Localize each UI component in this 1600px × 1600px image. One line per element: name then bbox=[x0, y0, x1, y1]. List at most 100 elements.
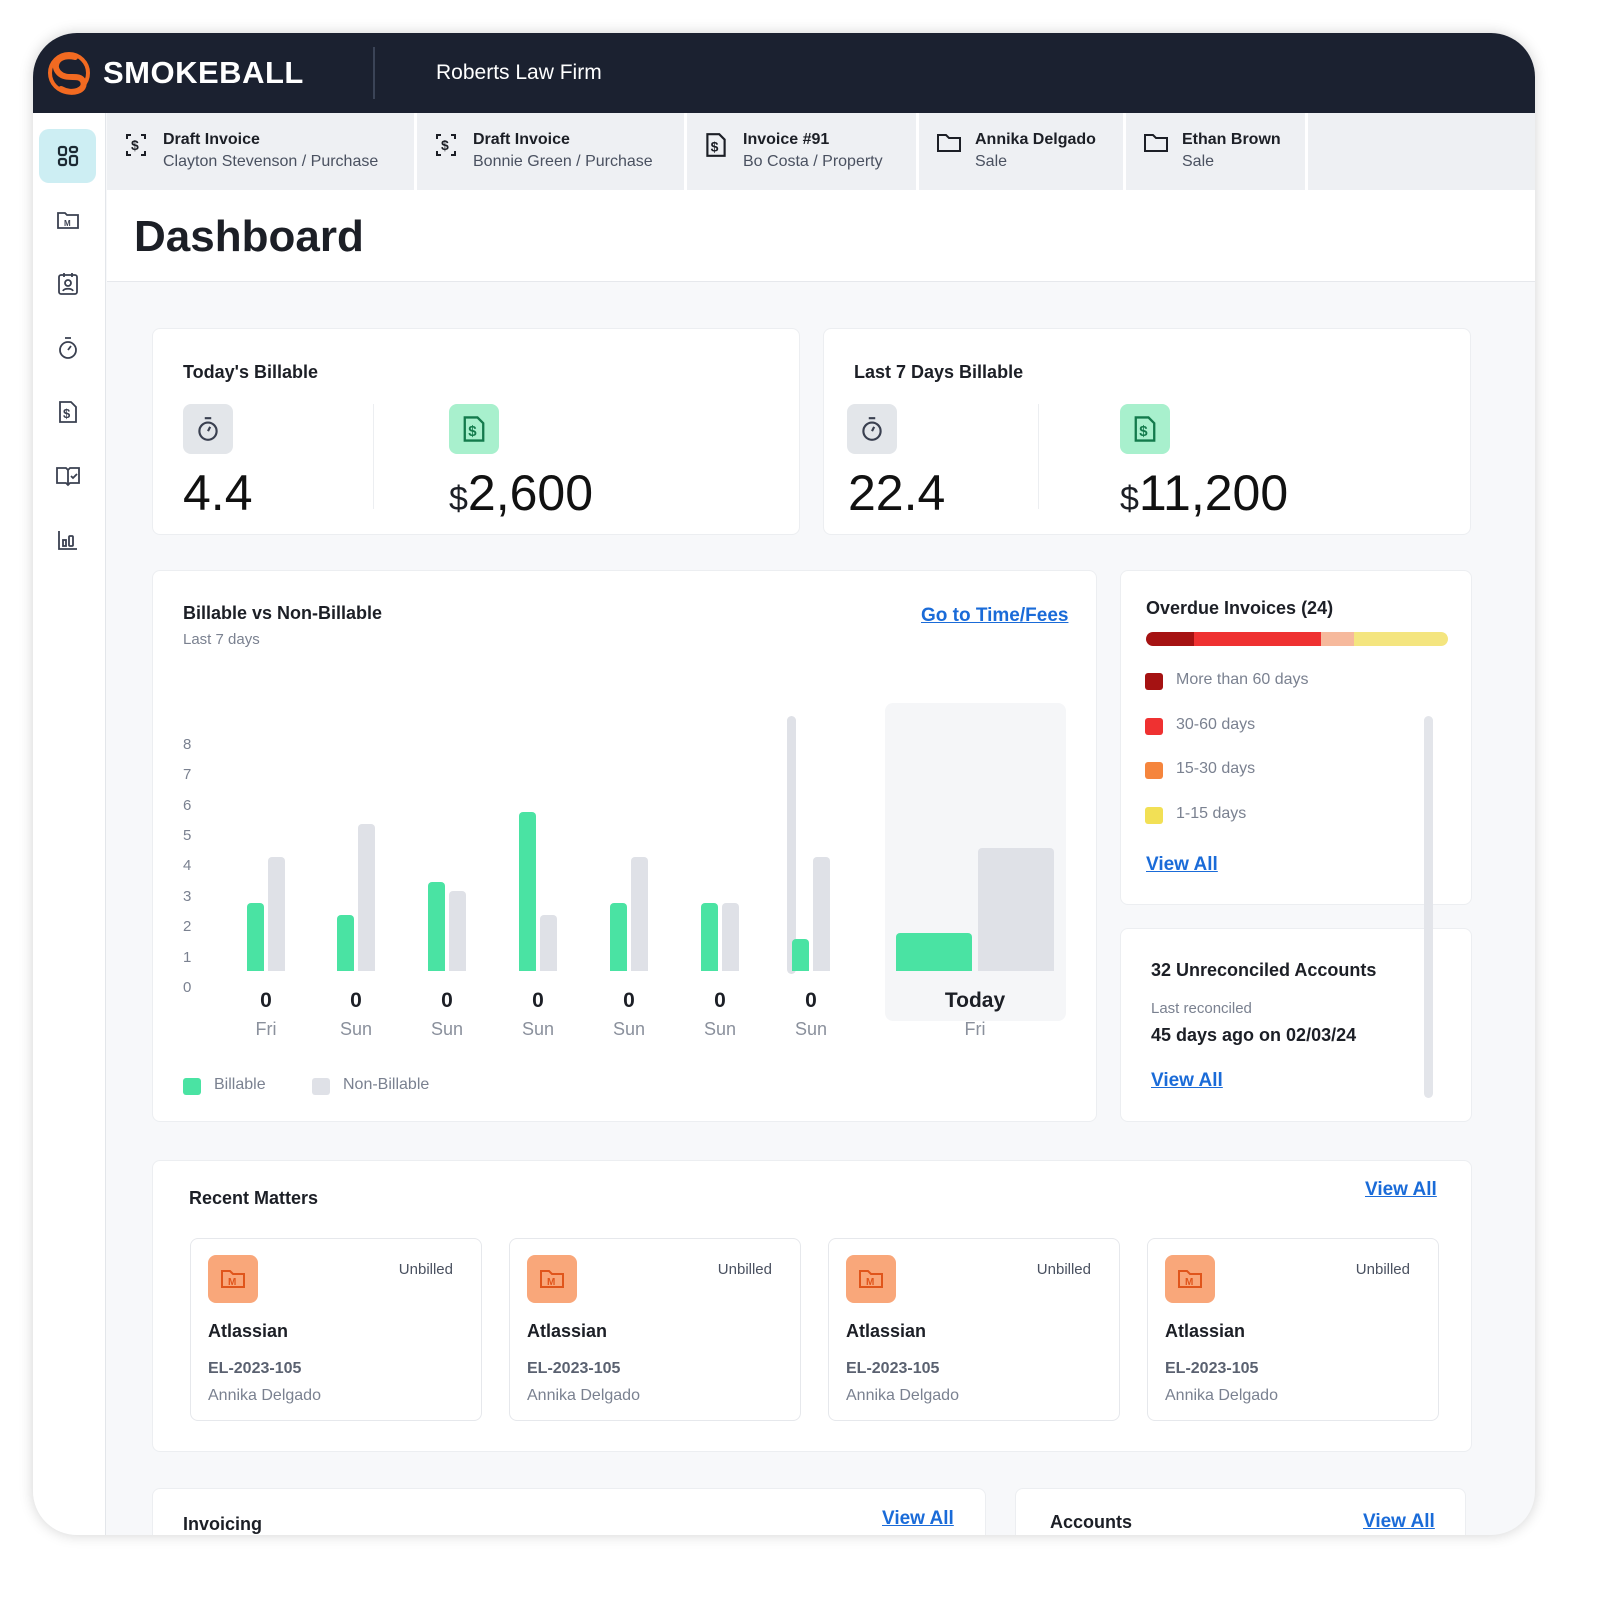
matter-status-badge: Unbilled bbox=[1355, 1261, 1410, 1278]
billable-hours: 4.4 bbox=[183, 465, 253, 521]
bar-value-label: Today bbox=[944, 989, 1006, 1012]
sidebar-item-library[interactable] bbox=[39, 449, 96, 503]
matter-client: Annika Delgado bbox=[846, 1387, 959, 1404]
billable-bar bbox=[428, 881, 445, 971]
billable-bar bbox=[701, 902, 718, 971]
divider bbox=[373, 404, 374, 509]
matter-code: EL-2023-105 bbox=[527, 1360, 621, 1377]
right-panel-scrollbar[interactable] bbox=[1424, 716, 1433, 1098]
accounts-title: Accounts bbox=[1050, 1512, 1133, 1532]
folder-icon bbox=[1142, 131, 1170, 160]
billable-bar bbox=[519, 811, 536, 971]
draft-invoice-icon: $ bbox=[433, 131, 459, 164]
accounts-view-all-link[interactable]: View All bbox=[1363, 1511, 1435, 1532]
y-tick-label: 8 bbox=[183, 735, 192, 753]
svg-text:$: $ bbox=[131, 137, 139, 153]
smokeball-logo-icon bbox=[48, 52, 90, 95]
timer-icon bbox=[847, 404, 897, 454]
non-billable-bar bbox=[540, 915, 557, 971]
invoicing-card: Invoicing View All bbox=[152, 1488, 986, 1535]
overdue-segment bbox=[1146, 632, 1195, 646]
tab-title: Annika Delgado bbox=[975, 131, 1096, 148]
overdue-title: Overdue Invoices (24) bbox=[1146, 598, 1334, 618]
unreconciled-view-all-link[interactable]: View All bbox=[1151, 1070, 1223, 1091]
matter-name: Atlassian bbox=[527, 1321, 608, 1341]
card-title: Last 7 Days Billable bbox=[854, 362, 1024, 382]
billable-hours: 22.4 bbox=[848, 465, 946, 521]
billable-amount: 2,600 bbox=[467, 465, 594, 521]
todays-billable-card: Today's Billable 4.4 $ $2,600 bbox=[152, 328, 800, 535]
sidebar-item-contacts[interactable] bbox=[39, 257, 96, 311]
x-tick-label: Sun bbox=[521, 1019, 555, 1039]
sidebar-item-billing[interactable]: $ bbox=[39, 385, 96, 439]
billable-amount: 11,200 bbox=[1138, 465, 1289, 521]
y-tick-label: 6 bbox=[183, 796, 192, 814]
billable-bar bbox=[247, 902, 264, 971]
y-tick-label: 7 bbox=[183, 766, 192, 784]
invoicing-view-all-link[interactable]: View All bbox=[882, 1508, 954, 1529]
matters-folder-icon: M bbox=[56, 212, 79, 229]
x-tick-label: Fri bbox=[255, 1019, 277, 1039]
overdue-segment bbox=[1321, 632, 1355, 646]
dollar-icon: $ bbox=[1120, 404, 1170, 454]
matter-status-badge: Unbilled bbox=[398, 1261, 453, 1278]
svg-text:$: $ bbox=[441, 137, 449, 153]
matter-card[interactable]: M Unbilled Atlassian EL-2023-105 Annika Delg… bbox=[1147, 1238, 1439, 1421]
unreconciled-accounts-card: 32 Unreconciled Accounts Last reconciled… bbox=[1120, 928, 1472, 1122]
sidebar-item-reports[interactable] bbox=[39, 513, 96, 567]
overdue-legend-item[interactable]: 1-15 days bbox=[1145, 805, 1325, 827]
overdue-legend-item[interactable]: 30-60 days bbox=[1145, 716, 1325, 738]
overdue-view-all-link[interactable]: View All bbox=[1146, 854, 1218, 875]
tab-0[interactable]: $ Draft Invoice Clayton Stevenson / Purcha… bbox=[107, 113, 417, 190]
top-header: SMOKEBALL Roberts Law Firm bbox=[33, 33, 1535, 113]
accounts-card: Accounts View All bbox=[1015, 1488, 1466, 1535]
tab-title: Invoice #91 bbox=[743, 131, 830, 148]
x-tick-label: Fri bbox=[964, 1019, 986, 1039]
matter-card[interactable]: M Unbilled Atlassian EL-2023-105 Annika Delg… bbox=[509, 1238, 801, 1421]
billable-bar bbox=[896, 933, 972, 971]
tab-4[interactable]: Ethan Brown Sale bbox=[1126, 113, 1308, 190]
legend-swatch bbox=[1145, 673, 1163, 690]
y-tick-label: 2 bbox=[183, 918, 192, 936]
matter-card[interactable]: M Unbilled Atlassian EL-2023-105 Annika Delg… bbox=[190, 1238, 482, 1421]
matter-name: Atlassian bbox=[1165, 1321, 1246, 1341]
tab-2[interactable]: $ Invoice #91 Bo Costa / Property bbox=[687, 113, 919, 190]
matter-card[interactable]: M Unbilled Atlassian EL-2023-105 Annika Delg… bbox=[828, 1238, 1120, 1421]
last-reconciled-value: 45 days ago on 02/03/24 bbox=[1151, 1025, 1357, 1045]
tab-3[interactable]: Annika Delgado Sale bbox=[919, 113, 1126, 190]
bar-value-label: 0 bbox=[441, 989, 453, 1012]
y-tick-label: 5 bbox=[183, 827, 192, 844]
non-billable-bar bbox=[631, 857, 648, 971]
sidebar-item-matters[interactable]: M bbox=[39, 193, 96, 247]
chart-subtitle: Last 7 days bbox=[183, 631, 260, 648]
svg-text:M: M bbox=[866, 1277, 874, 1288]
recent-matters-view-all-link[interactable]: View All bbox=[1365, 1179, 1437, 1200]
sidebar-item-time[interactable] bbox=[39, 321, 96, 375]
go-to-time-fees-link[interactable]: Go to Time/Fees bbox=[921, 605, 1069, 626]
sidebar-item-dashboard[interactable] bbox=[39, 129, 96, 183]
matter-name: Atlassian bbox=[208, 1321, 289, 1341]
legend-label: 15-30 days bbox=[1176, 760, 1256, 777]
overdue-legend-item[interactable]: 15-30 days bbox=[1145, 760, 1325, 782]
open-tabs-bar: $ Draft Invoice Clayton Stevenson / Purcha… bbox=[107, 113, 1535, 190]
page-title: Dashboard bbox=[134, 212, 364, 261]
tab-title: Draft Invoice bbox=[473, 131, 570, 148]
bar-value-label: 0 bbox=[260, 989, 272, 1012]
billable-chart-card: Billable vs Non-Billable Last 7 days Go … bbox=[152, 570, 1097, 1122]
matter-icon: M bbox=[846, 1255, 896, 1303]
matter-code: EL-2023-105 bbox=[1165, 1360, 1259, 1377]
tab-1[interactable]: $ Draft Invoice Bonnie Green / Purchase bbox=[417, 113, 687, 190]
svg-text:$: $ bbox=[1139, 423, 1148, 440]
overdue-segment bbox=[1194, 632, 1322, 646]
billable-bar bbox=[610, 902, 627, 971]
svg-text:$: $ bbox=[63, 406, 71, 421]
firm-name[interactable]: Roberts Law Firm bbox=[436, 61, 602, 84]
non-billable-bar bbox=[449, 890, 466, 971]
overdue-legend-item[interactable]: More than 60 days bbox=[1145, 671, 1325, 693]
non-billable-bar bbox=[978, 848, 1054, 971]
recent-matters-card: Recent Matters View All M Unbilled Atlassi… bbox=[152, 1160, 1472, 1452]
contacts-icon bbox=[57, 273, 78, 295]
last-7-days-billable-card: Last 7 Days Billable 22.4 $ $11,200 bbox=[823, 328, 1471, 535]
matter-name: Atlassian bbox=[846, 1321, 927, 1341]
chart-scrollbar[interactable] bbox=[787, 716, 796, 974]
